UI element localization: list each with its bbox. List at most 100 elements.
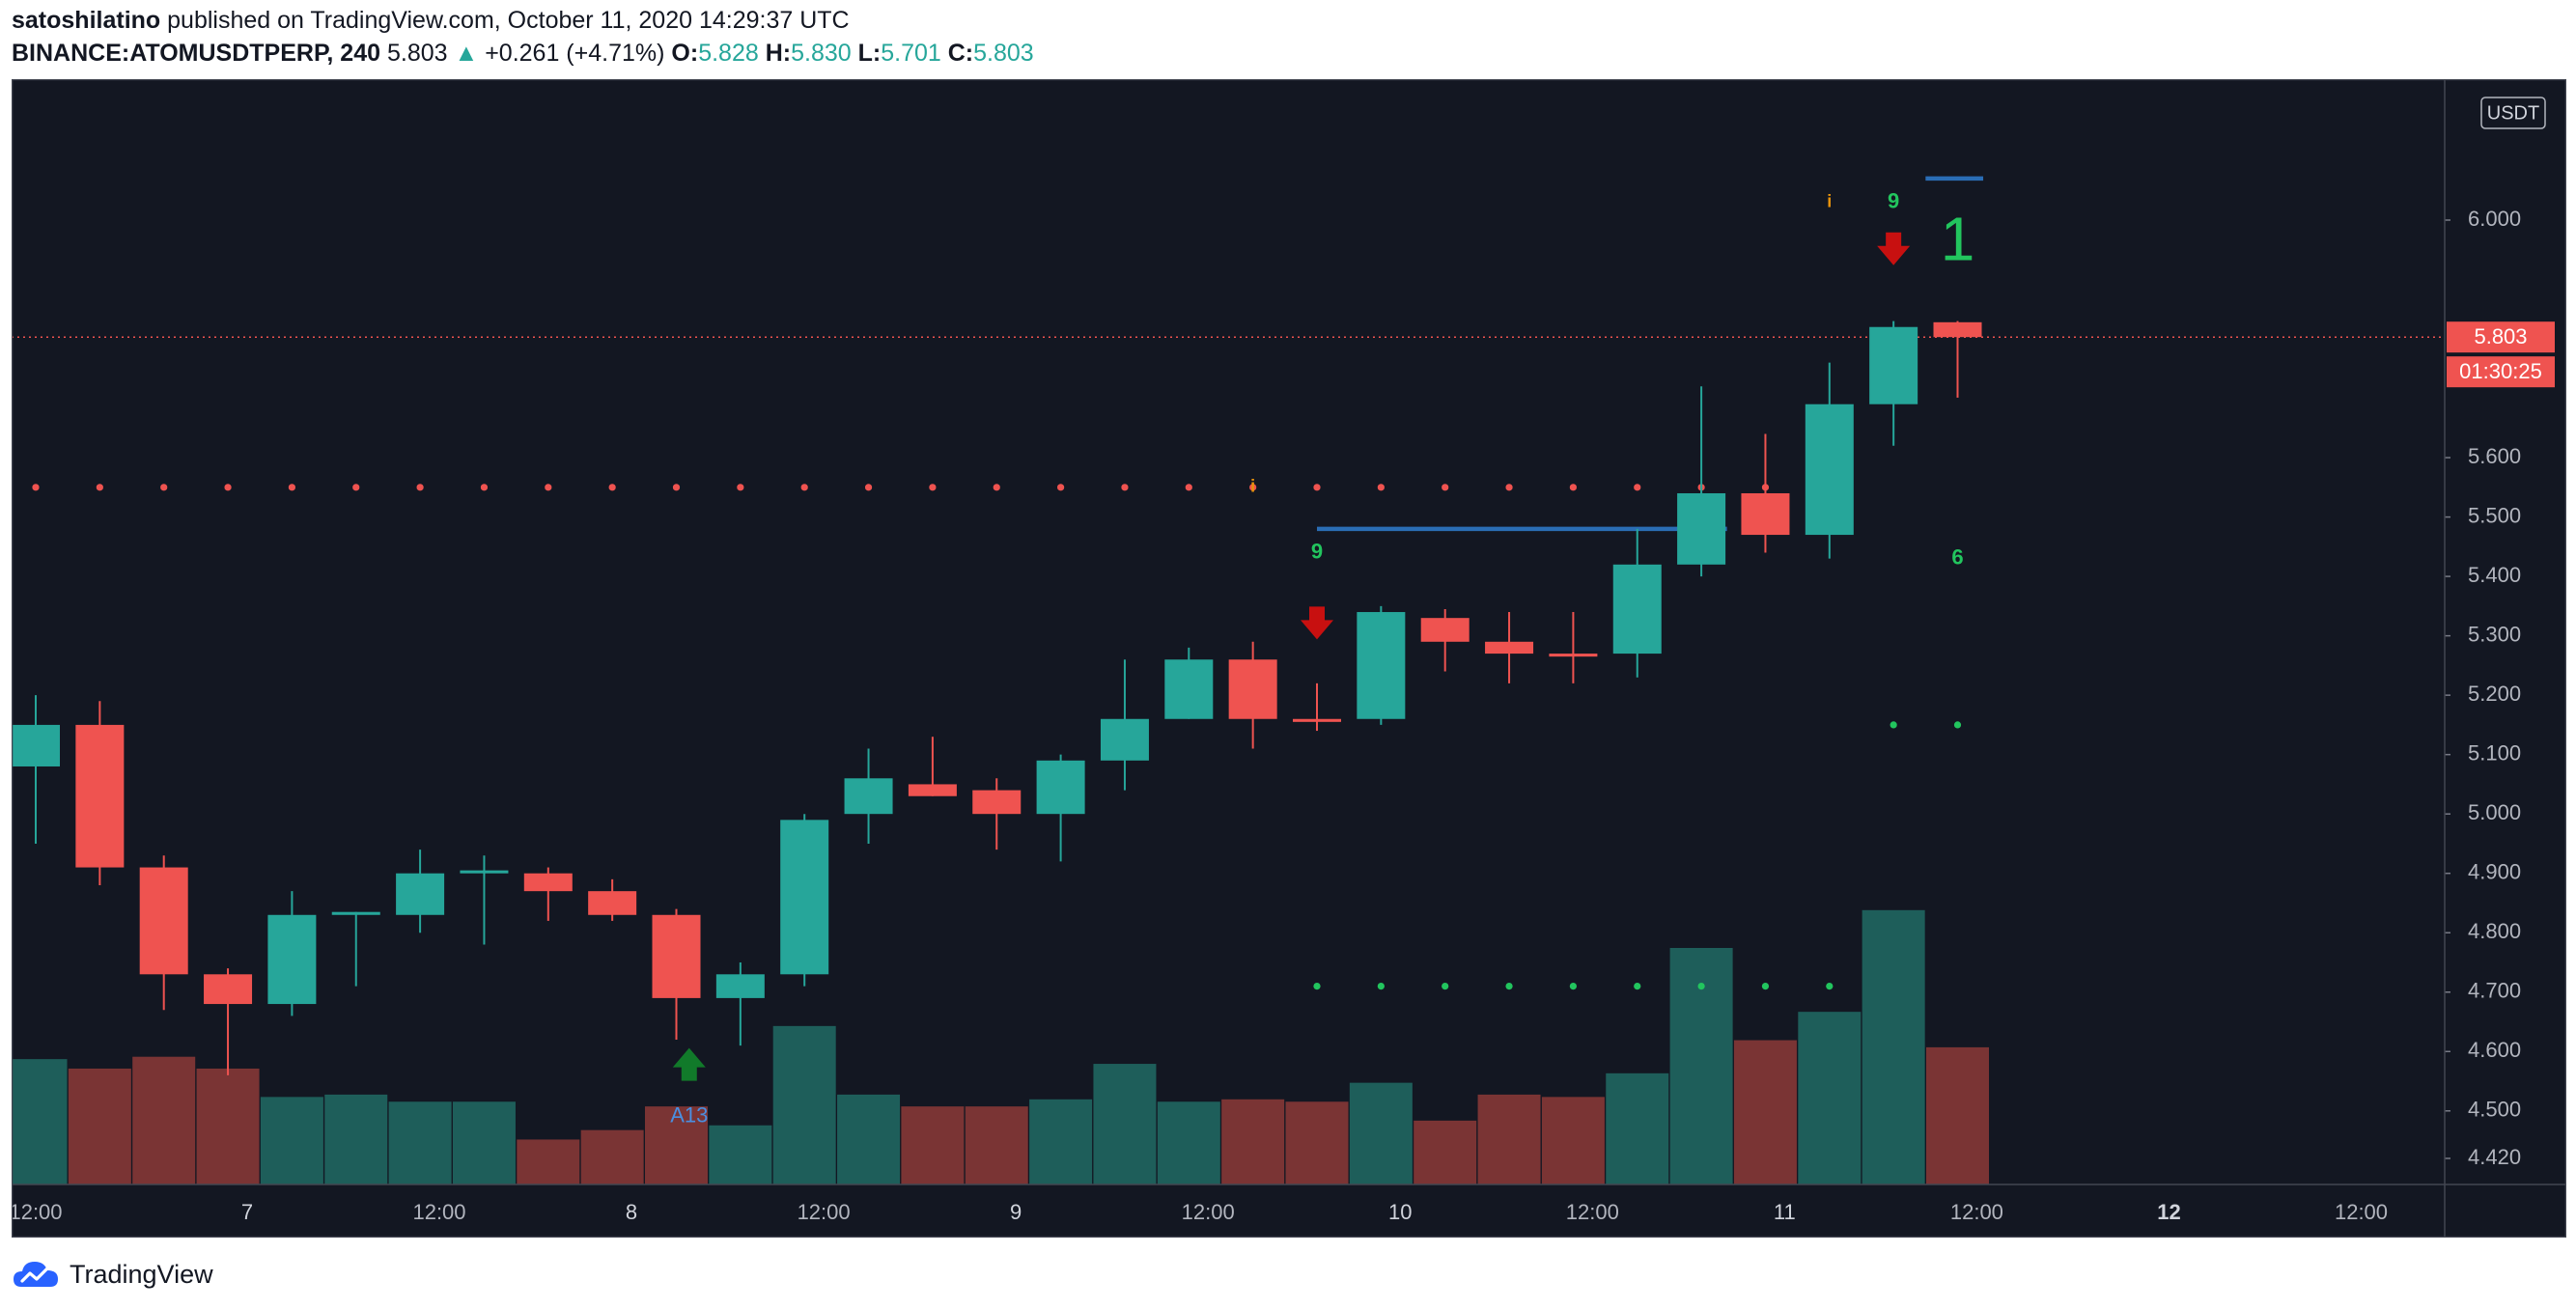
resistance-dot — [1505, 484, 1513, 491]
volume-bar — [1477, 1094, 1541, 1184]
volume-bar — [709, 1125, 772, 1184]
candlestick-chart[interactable]: 9 9 1 6 A13 i i 6.000 5.600 5.500 5.400 5.300 5.200… — [4, 78, 2567, 1239]
candle[interactable] — [1293, 682, 1341, 732]
candle[interactable] — [715, 961, 765, 1046]
candle[interactable] — [1100, 659, 1149, 791]
volume-bar — [901, 1106, 965, 1184]
volume-bar — [388, 1101, 452, 1184]
publish-line: satoshilatino published on TradingView.c… — [12, 4, 1034, 37]
resistance-dot — [1377, 484, 1385, 491]
triangle-up-icon: ▲ — [454, 40, 479, 67]
candle-body — [780, 820, 829, 975]
volume-bar — [1093, 1064, 1157, 1184]
price-tick-label: 5.100 — [2468, 740, 2521, 765]
candle[interactable] — [1805, 362, 1854, 559]
candle[interactable] — [523, 867, 573, 921]
candle[interactable] — [1869, 320, 1918, 446]
time-tick-label: 12:00 — [1950, 1200, 2003, 1224]
sell-arrow-icon — [1877, 232, 1911, 265]
candle[interactable] — [780, 814, 829, 987]
sequential-count: 6 — [1951, 544, 1963, 569]
volume-bar — [1926, 1046, 1989, 1184]
countdown-label: 01:30:25 — [2459, 359, 2542, 383]
resistance-dot — [1569, 484, 1577, 491]
candle-body — [1612, 564, 1662, 654]
resistance-dot — [480, 484, 489, 491]
candle[interactable] — [972, 778, 1022, 850]
close-label: C: — [947, 40, 974, 67]
candle[interactable] — [204, 968, 253, 1075]
price-tick-label: 4.420 — [2468, 1145, 2521, 1169]
chart-frame — [11, 78, 2567, 1239]
price-tick-label: 5.000 — [2468, 800, 2521, 824]
support-dot — [1761, 982, 1770, 990]
symbol-name[interactable]: BINANCE:ATOMUSDTPERP, 240 — [12, 40, 381, 67]
time-axis[interactable]: 12:00 7 12:00 8 12:00 9 12:00 10 12:00 11 12:00 12 1… — [9, 1200, 2388, 1224]
author-name[interactable]: satoshilatino — [12, 7, 161, 34]
candle[interactable] — [652, 908, 701, 1040]
candle[interactable] — [1741, 433, 1790, 553]
signal-label: A13 — [670, 1103, 708, 1128]
annotations: 9 9 1 6 A13 i i — [670, 188, 1974, 1127]
candle-body — [1228, 659, 1277, 719]
info-marker-icon: i — [1827, 191, 1832, 210]
candle[interactable] — [1933, 320, 1982, 398]
published-text: published on TradingView.com, October 11… — [167, 7, 850, 34]
candle[interactable] — [1420, 608, 1470, 672]
candle[interactable] — [267, 891, 317, 1017]
candle[interactable] — [12, 695, 60, 844]
support-dot — [1697, 982, 1705, 990]
time-tick-label: 12:00 — [2335, 1200, 2388, 1224]
candle[interactable] — [908, 737, 957, 796]
time-tick-label: 10 — [1388, 1200, 1412, 1224]
support-dot — [1442, 982, 1449, 990]
resistance-dot — [160, 484, 168, 491]
candle-body — [1869, 326, 1918, 404]
candle-body — [844, 778, 893, 815]
candles[interactable] — [12, 320, 1982, 1075]
candle[interactable] — [1677, 386, 1726, 577]
price-axis[interactable]: 6.000 5.600 5.500 5.400 5.300 5.200 5.100 5.000… — [2445, 97, 2555, 1169]
volume-bar — [1157, 1101, 1220, 1184]
candle-body — [1485, 641, 1534, 654]
volume-bars — [4, 909, 1989, 1184]
candle[interactable] — [1549, 612, 1598, 683]
time-tick-label: 9 — [1010, 1200, 1022, 1224]
info-marker-icon: i — [1250, 477, 1255, 496]
price-change: +0.261 (+4.71%) — [485, 40, 665, 67]
resistance-dot — [1249, 484, 1257, 491]
candle[interactable] — [1036, 754, 1085, 862]
resistance-dot — [672, 484, 681, 491]
time-tick-label: 8 — [626, 1200, 637, 1224]
volume-bar — [1285, 1101, 1349, 1184]
price-tick-label: 4.700 — [2468, 979, 2521, 1003]
tradingview-logo[interactable]: TradingView — [12, 1253, 213, 1295]
resistance-dot — [1057, 484, 1065, 491]
candle[interactable] — [588, 878, 637, 921]
volume-bar — [1862, 909, 1925, 1184]
countdown-badge — [2447, 356, 2555, 388]
candle[interactable] — [460, 855, 509, 945]
candle[interactable] — [1228, 641, 1277, 749]
candle[interactable] — [844, 748, 893, 844]
currency-badge[interactable] — [2480, 97, 2546, 129]
volume-bar — [645, 1106, 708, 1184]
candle[interactable] — [139, 855, 188, 1011]
resistance-dot — [1185, 484, 1192, 491]
candle[interactable] — [396, 849, 445, 933]
candle[interactable] — [1164, 647, 1214, 719]
candle-body — [1100, 718, 1149, 761]
candle-body — [75, 724, 125, 868]
candle[interactable] — [1485, 612, 1534, 683]
candle-body — [139, 867, 188, 975]
candle[interactable] — [1612, 528, 1662, 678]
candle[interactable] — [75, 701, 125, 886]
candle[interactable] — [331, 911, 380, 987]
candle[interactable] — [1357, 605, 1406, 725]
volume-bar — [260, 1097, 323, 1184]
resistance-dot — [929, 484, 937, 491]
resistance-dot — [1442, 484, 1449, 491]
chart-area[interactable]: 9 9 1 6 A13 i i 6.000 5.600 5.500 5.400 5.300 5.200… — [4, 78, 2567, 1239]
resistance-dot — [800, 484, 808, 491]
volume-bar — [1541, 1097, 1605, 1184]
